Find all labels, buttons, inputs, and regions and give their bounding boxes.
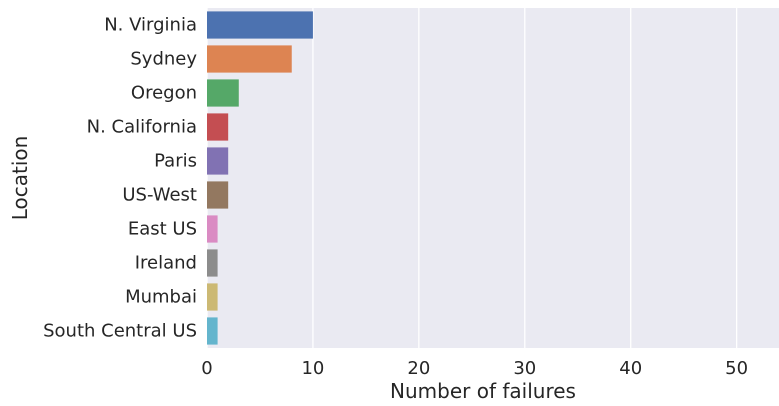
y-tick-label: Oregon [131,83,197,104]
y-tick-labels: N. Virginia Sydney Oregon N. California Pari… [43,15,197,342]
bar [207,45,292,73]
x-tick-label: 50 [725,358,748,379]
x-tick-label: 20 [407,358,430,379]
y-axis-label: Location [8,136,32,221]
bar [207,283,218,311]
y-tick-label: N. Virginia [104,15,197,36]
y-tick-label: N. California [87,117,197,138]
bar [207,215,218,243]
plot-area [207,8,779,348]
y-tick-label: Mumbai [125,287,197,308]
x-tick-label: 40 [619,358,642,379]
bar [207,147,229,175]
y-tick-label: US-West [122,185,197,206]
y-tick-label: South Central US [43,321,197,342]
x-tick-label: 10 [301,358,324,379]
x-tick-label: 0 [201,358,212,379]
x-tick-label: 30 [513,358,536,379]
bars [207,11,313,345]
x-tick-labels: 0 10 20 30 40 50 [201,358,748,379]
y-tick-label: East US [128,219,197,240]
bar [207,11,313,39]
y-tick-label: Sydney [130,49,197,70]
y-tick-label: Ireland [135,253,197,274]
bar [207,113,229,141]
bar [207,181,229,209]
bar [207,79,239,107]
bar [207,317,218,345]
bar [207,249,218,277]
y-tick-label: Paris [154,151,197,172]
x-axis-label: Number of failures [390,379,576,401]
